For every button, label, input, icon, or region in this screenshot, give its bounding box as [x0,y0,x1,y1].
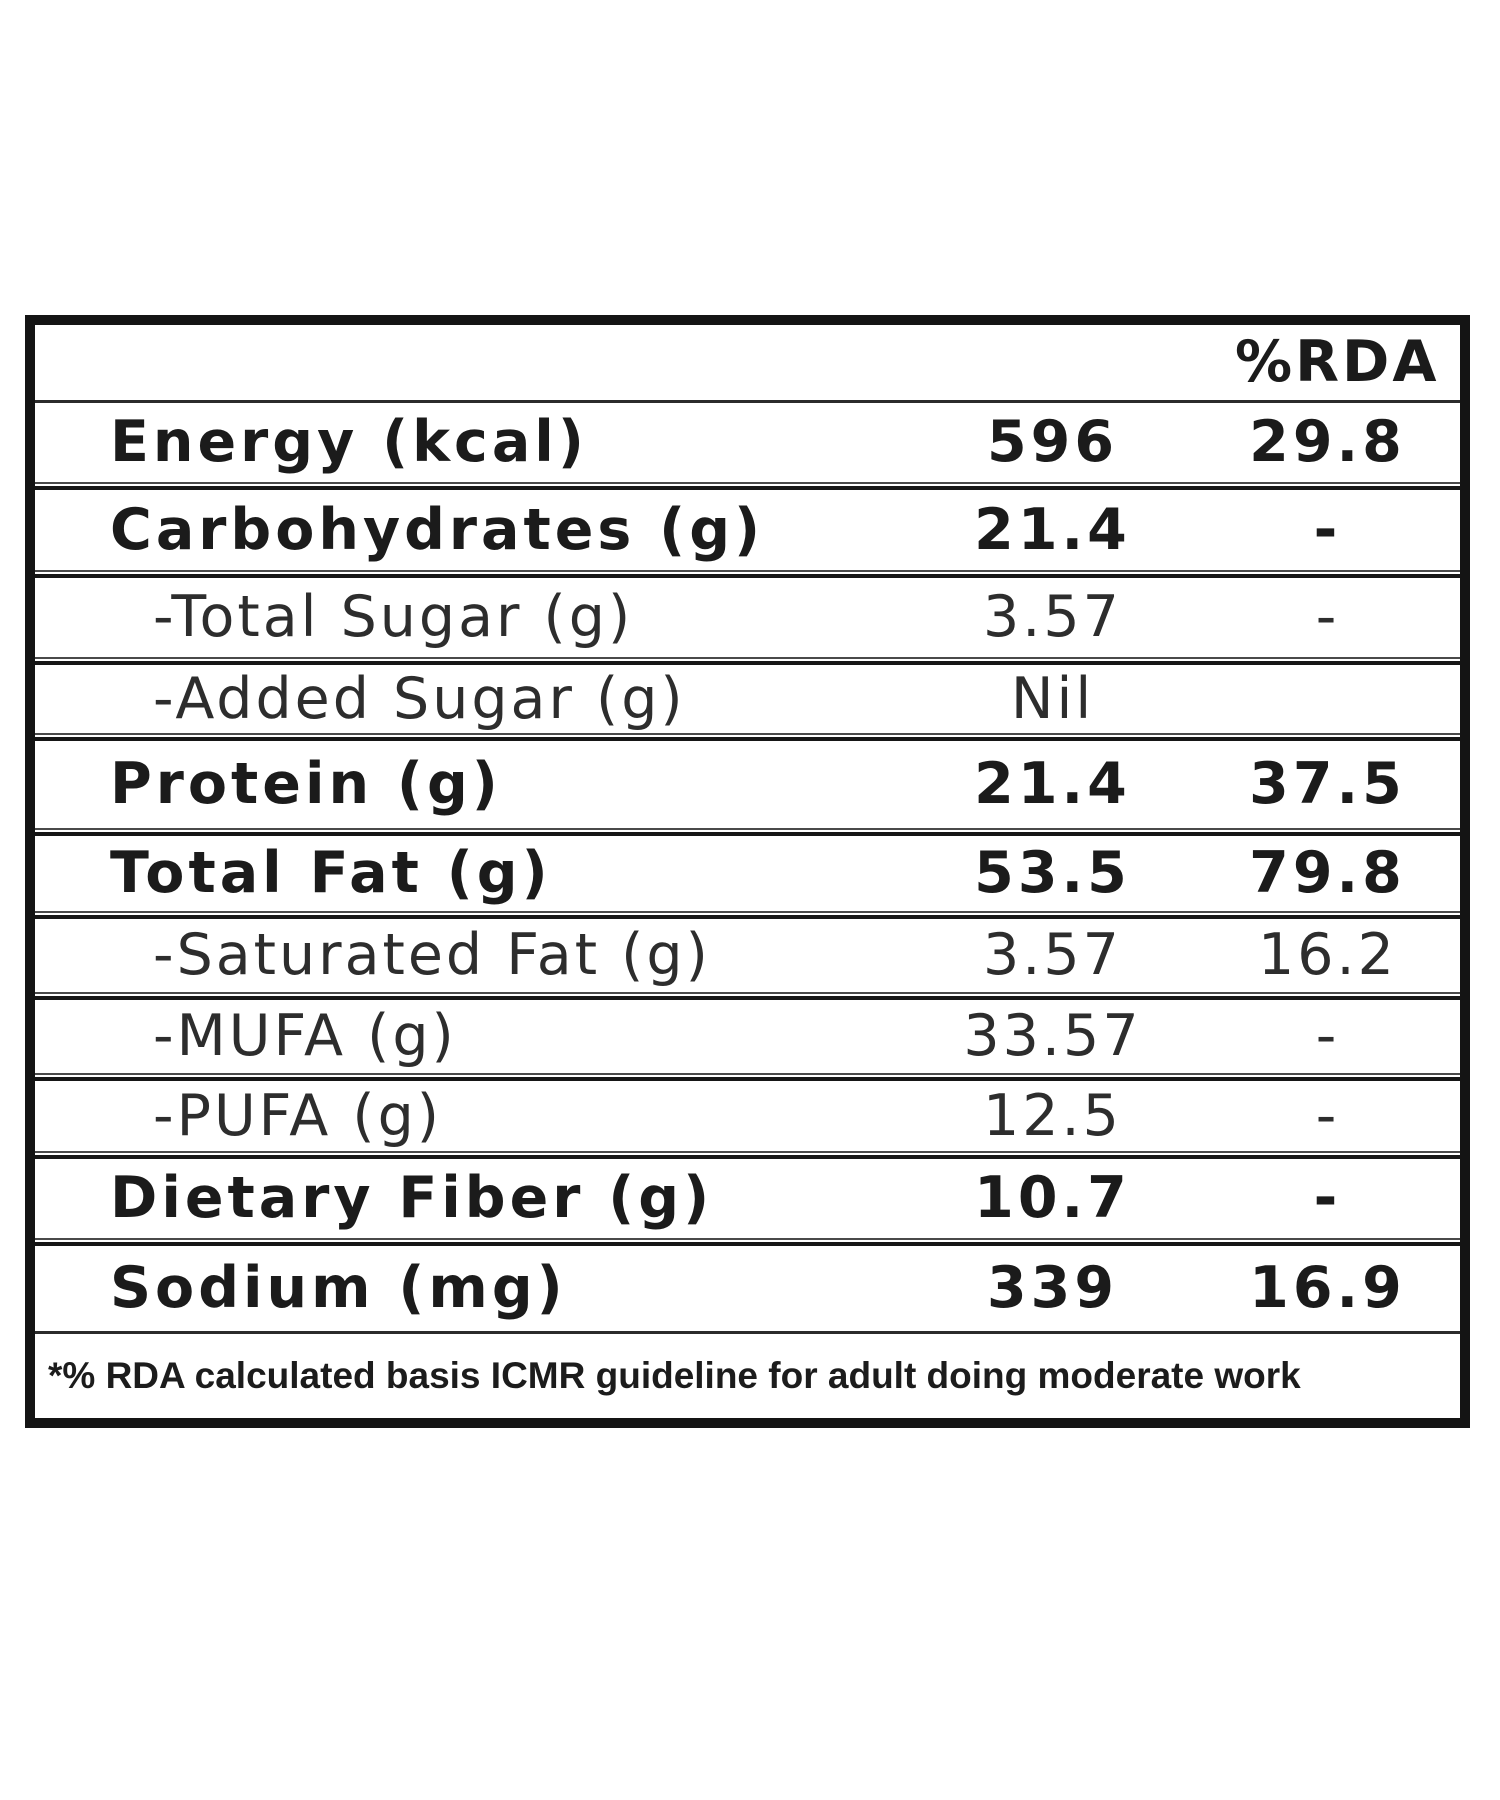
rda-footnote: *% RDA calculated basis ICMR guideline f… [48,1355,1301,1396]
row-divider [35,400,1460,403]
row-protein: Protein (g) 21.4 37.5 [35,741,1460,828]
row-total-fat: Total Fat (g) 53.5 79.8 [35,836,1460,911]
nutrient-rda: 79.8 [1249,840,1406,906]
row-divider [35,911,1460,919]
nutrient-label: Dietary Fiber (g) [110,1165,714,1231]
nutrient-label: -Added Sugar (g) [153,665,686,732]
nutrient-label: -Total Sugar (g) [153,584,634,650]
nutrient-rda: - [1315,1003,1340,1069]
nutrient-label: Energy (kcal) [110,409,588,475]
nutrient-rda: 16.9 [1249,1255,1406,1321]
row-dietary-fiber: Dietary Fiber (g) 10.7 - [35,1159,1460,1238]
row-sodium: Sodium (mg) 339 16.9 [35,1246,1460,1331]
nutrient-label: -Saturated Fat (g) [153,922,711,988]
nutrient-label: Carbohydrates (g) [110,496,765,563]
row-carbohydrates: Carbohydrates (g) 21.4 - [35,490,1460,570]
row-energy: Energy (kcal) 596 29.8 [35,403,1460,482]
nutrient-rda: - [1313,496,1342,563]
row-added-sugar: -Added Sugar (g) Nil [35,665,1460,733]
nutrient-value: 21.4 [974,496,1131,563]
row-divider [35,1238,1460,1246]
nutrient-label: -PUFA (g) [153,1082,442,1149]
row-pufa: -PUFA (g) 12.5 - [35,1081,1460,1151]
nutrient-value: 596 [987,409,1118,475]
nutrient-value: Nil [1010,665,1095,732]
nutrient-value: 3.57 [983,584,1122,650]
nutrient-rda: 16.2 [1258,922,1397,988]
nutrient-value: 53.5 [974,840,1131,906]
row-divider [35,1331,1460,1334]
row-saturated-fat: -Saturated Fat (g) 3.57 16.2 [35,919,1460,992]
nutrient-value: 339 [987,1255,1118,1321]
nutrient-label: Sodium (mg) [110,1255,567,1321]
nutrient-value: 21.4 [974,751,1131,817]
row-divider [35,992,1460,1000]
row-divider [35,828,1460,836]
nutrient-label: -MUFA (g) [153,1003,457,1069]
nutrient-rda: - [1315,584,1340,650]
nutrient-rda: 29.8 [1249,409,1406,475]
nutrient-rda: - [1315,1082,1340,1149]
row-divider [35,657,1460,665]
nutrient-value: 33.57 [963,1003,1142,1069]
nutrient-value: 3.57 [983,922,1122,988]
nutrient-value: 12.5 [983,1082,1122,1149]
rda-column-header: %RDA [1235,329,1440,395]
nutrient-label: Protein (g) [110,751,502,817]
row-mufa: -MUFA (g) 33.57 - [35,1000,1460,1073]
row-divider [35,733,1460,741]
nutrient-rda: 37.5 [1249,751,1406,817]
row-total-sugar: -Total Sugar (g) 3.57 - [35,578,1460,657]
nutrient-value: 10.7 [974,1165,1131,1231]
row-divider [35,570,1460,578]
nutrient-label: Total Fat (g) [110,840,552,906]
nutrient-rda: - [1313,1165,1342,1231]
row-divider [35,1151,1460,1159]
nutrition-table: %RDA Energy (kcal) 596 29.8 Carbohydrate… [25,315,1470,1428]
row-divider [35,1073,1460,1081]
row-divider [35,482,1460,490]
table-header-row: %RDA [35,325,1460,400]
